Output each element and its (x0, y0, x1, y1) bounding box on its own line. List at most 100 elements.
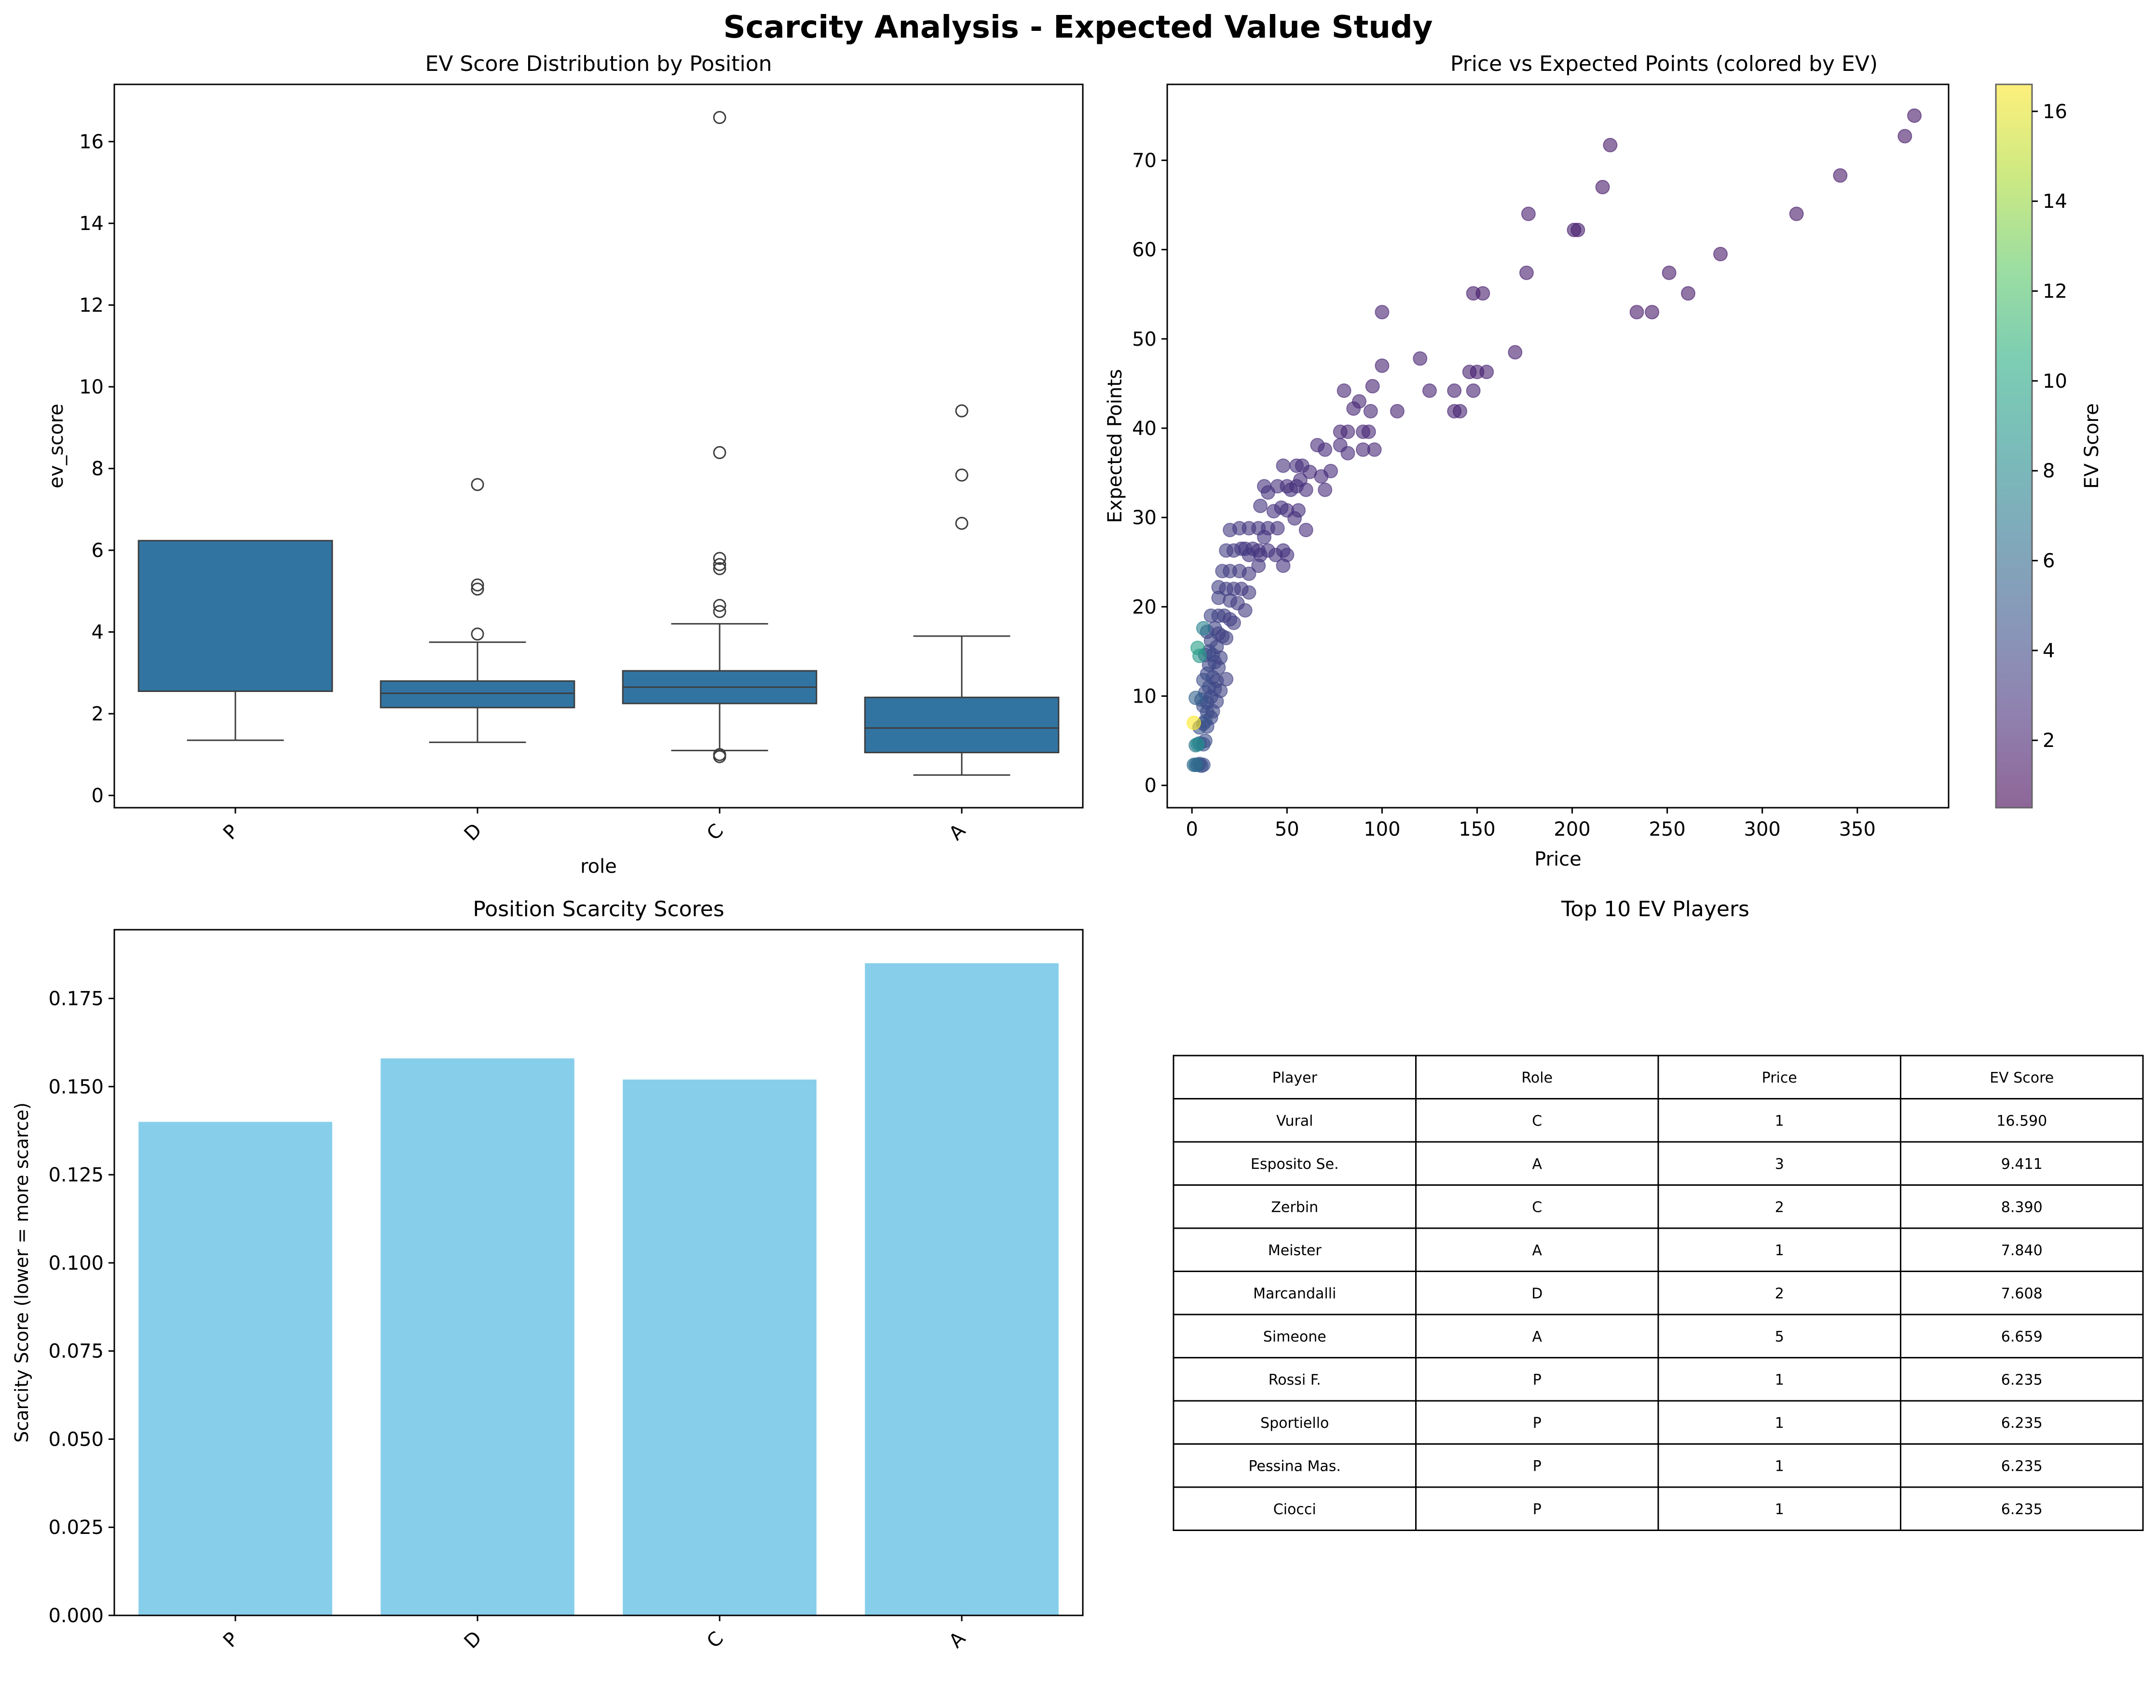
table-header-text: Role (1521, 1070, 1553, 1086)
table-cell (1173, 1098, 1417, 1143)
table-cell-text: Ciocci (1273, 1501, 1316, 1518)
colorbar (1995, 83, 2033, 809)
table-cell-text: 6.235 (2001, 1501, 2043, 1518)
bar-C (623, 1079, 817, 1615)
x-tick-label: 350 (1839, 818, 1876, 840)
box-outlier (471, 583, 484, 596)
table-cell-text: C (1532, 1199, 1542, 1216)
scatter-panel: Price vs Expected Points (colored by EV)… (1104, 52, 2103, 870)
table-cell-text: P (1533, 1501, 1542, 1518)
table-panel: Top 10 EV Players Player Role Price EV Scor… (1173, 897, 2144, 1531)
table-cell-text: C (1532, 1112, 1542, 1129)
table-cell (1415, 1141, 1659, 1186)
table-cell (1900, 1314, 2144, 1358)
table-cell-text: 5 (1775, 1328, 1784, 1345)
table-cell (1900, 1271, 2144, 1315)
bar-chart-panel: Position Scarcity Scores P D C A0.0000.0250… (11, 897, 1084, 1653)
scatter-point (1318, 482, 1333, 497)
y-tick-label: 0.050 (48, 1428, 104, 1450)
table-cell-text: Pessina Mas. (1249, 1458, 1341, 1475)
y-tick-label: 10 (1132, 686, 1157, 708)
table-cell (1657, 1486, 1901, 1531)
table-cell (1657, 1227, 1901, 1272)
scatter-frame (1166, 83, 1950, 809)
box-D (380, 680, 575, 708)
table-header-text: Price (1762, 1070, 1797, 1086)
scatter-point (1897, 129, 1912, 144)
scatter-point (1629, 305, 1644, 320)
scatter-point (1223, 523, 1238, 538)
table-cell-text: Vural (1276, 1112, 1313, 1129)
bar-chart-ylabel: Scarcity Score (lower = more scarce) (11, 1102, 32, 1443)
box-outlier (471, 627, 484, 641)
table-cell-text: Esposito Se. (1251, 1156, 1339, 1173)
scatter-point (1462, 365, 1477, 380)
scatter-point (1196, 673, 1211, 688)
scatter-point (1603, 137, 1618, 152)
table-cell-text: Rossi F. (1269, 1371, 1321, 1388)
scatter-point (1645, 305, 1660, 320)
colorbar-tick-label: 16 (2043, 101, 2067, 123)
scatter-point (1479, 365, 1494, 380)
box-outlier (713, 558, 726, 571)
scatter-point (1422, 383, 1437, 398)
table-cell (1900, 1184, 2144, 1229)
scatter-point (1333, 424, 1348, 439)
table-cell-text: 7.608 (2001, 1285, 2043, 1302)
table-cell (1415, 1184, 1659, 1229)
y-tick-label: 2 (92, 703, 104, 725)
box-plot-title: EV Score Distribution by Position (425, 52, 772, 76)
table-cell-text: D (1531, 1285, 1542, 1302)
box-outlier (713, 446, 726, 460)
y-tick-label: 0 (1145, 775, 1157, 797)
box-outlier (955, 468, 969, 482)
table-cell-text: 6.659 (2001, 1328, 2043, 1345)
table-cell (1657, 1271, 1901, 1315)
colorbar-tick-label: 10 (2043, 370, 2067, 393)
table-cell-text: P (1533, 1415, 1542, 1432)
y-tick-label: 0.025 (48, 1517, 104, 1539)
scatter-point (1287, 511, 1302, 526)
colorbar-tick-label: 12 (2043, 281, 2067, 303)
table-header-text: EV Score (1990, 1070, 2054, 1086)
table-cell-text: 1 (1775, 1501, 1784, 1518)
table-cell-text: Marcandalli (1253, 1285, 1336, 1302)
scatter-point (1453, 404, 1468, 419)
scatter-point (1211, 590, 1226, 605)
table-cell-text: 2 (1775, 1285, 1784, 1302)
scatter-point (1298, 523, 1313, 538)
y-tick-label: 0.125 (48, 1164, 104, 1186)
scatter-point (1346, 401, 1361, 416)
table-cell-text: 16.590 (1996, 1112, 2047, 1129)
y-tick-label: 50 (1132, 328, 1157, 351)
scatter-point (1789, 206, 1804, 221)
box-outlier (713, 748, 726, 761)
table-cell-text: 2 (1775, 1199, 1784, 1216)
bar-P (138, 1122, 332, 1615)
scatter-point (1567, 222, 1582, 237)
scatter-point (1681, 286, 1695, 301)
table-header-cell (1173, 1055, 1417, 1099)
scatter-ylabel: Expected Points (1104, 369, 1126, 523)
scatter-point (1475, 286, 1490, 301)
table-cell (1900, 1443, 2144, 1488)
table-cell-text: P (1533, 1371, 1542, 1388)
box-outlier (471, 578, 484, 592)
scatter-point (1375, 305, 1390, 320)
table-cell-text: 3 (1775, 1156, 1784, 1173)
scatter-point (1187, 716, 1201, 731)
y-tick-label: 8 (92, 458, 104, 480)
table-cell-text: A (1532, 1328, 1542, 1345)
scatter-point (1187, 758, 1201, 773)
colorbar-tick-label: 2 (2043, 730, 2055, 752)
table-header-cell (1415, 1055, 1659, 1099)
y-tick-label: 40 (1132, 418, 1157, 440)
table-cell (1415, 1400, 1659, 1445)
y-tick-label: 0.000 (48, 1605, 104, 1627)
box-outlier (713, 552, 726, 565)
colorbar-tick-label: 4 (2043, 640, 2055, 662)
table-cell-text: 8.390 (2001, 1199, 2043, 1216)
scatter-point (1367, 442, 1382, 457)
table-cell (1415, 1227, 1659, 1272)
bar-chart-frame (113, 929, 1084, 1616)
